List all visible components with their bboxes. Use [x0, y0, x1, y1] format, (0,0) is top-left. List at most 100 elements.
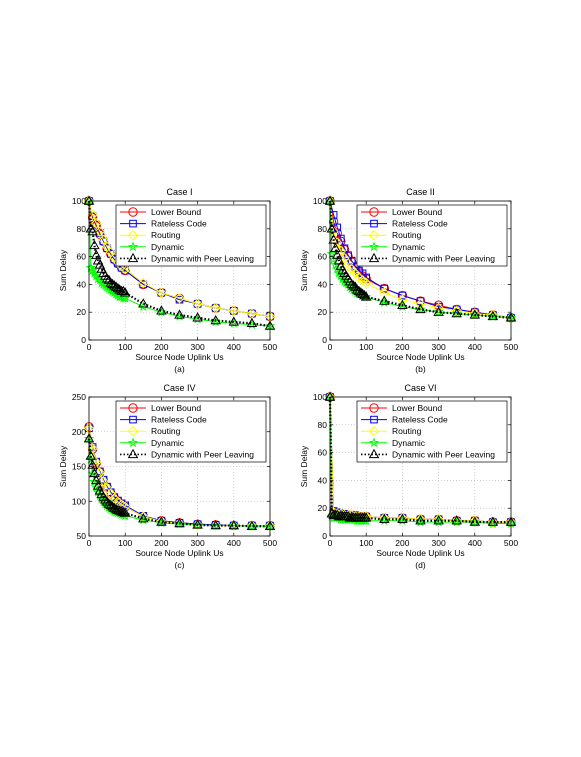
y-axis-label: Sum Delay: [299, 249, 309, 291]
y-tick-label: 60: [318, 252, 328, 262]
data-point-dynamic: [210, 520, 221, 530]
data-point-peer: [109, 280, 120, 290]
data-point-peer: [357, 288, 368, 298]
chart-panel-4: 0 100 200 300 400 500 0 20 40 60 80 100 Case VI Sourc…: [299, 383, 518, 570]
data-point-rateless: [211, 304, 220, 312]
legend-marker-dynamic: [368, 241, 380, 252]
data-point-routing: [138, 511, 149, 522]
y-tick-label: 100: [313, 196, 327, 206]
data-point-peer: [433, 515, 444, 525]
panel-caption: (d): [415, 560, 426, 570]
y-tick-label: 40: [318, 279, 328, 289]
data-point-peer: [156, 516, 167, 526]
data-point-peer: [138, 298, 149, 308]
x-tick-label: 400: [468, 538, 482, 548]
data-point-dynamic: [326, 248, 337, 259]
x-axis-label: Source Node Uplink Us: [376, 548, 464, 558]
y-tick-label: 50: [77, 531, 87, 541]
data-point-peer: [397, 299, 408, 309]
y-tick-label: 0: [81, 335, 86, 345]
data-point-peer: [118, 285, 129, 296]
legend-marker-rateless: [370, 415, 378, 424]
data-point-peer: [192, 519, 203, 529]
series-peer: [324, 391, 517, 526]
data-point-dynamic: [469, 516, 480, 527]
x-tick-label: 0: [328, 538, 333, 548]
data-point-peer: [192, 312, 203, 322]
data-point-peer: [359, 289, 370, 300]
data-point-peer: [110, 281, 122, 291]
x-tick-label: 300: [432, 342, 446, 352]
data-point-peer: [103, 498, 115, 508]
data-point-peer: [107, 501, 118, 511]
legend-label: Dynamic with Peer Leaving: [151, 253, 254, 263]
y-tick-label: 0: [322, 531, 327, 541]
data-point-peer: [118, 506, 129, 517]
x-tick-label: 400: [468, 342, 482, 352]
chart-title: Case II: [406, 187, 435, 197]
data-point-peer: [228, 316, 240, 326]
legend-marker-lower: [128, 207, 138, 217]
legend-marker-peer: [127, 448, 139, 459]
data-point-peer: [346, 278, 357, 289]
data-point-routing: [360, 277, 372, 289]
data-point-routing: [98, 475, 109, 487]
legend-box: [115, 204, 267, 267]
x-tick-label: 100: [118, 342, 132, 352]
legend-marker-rateless: [370, 219, 378, 228]
x-tick-label: 300: [191, 342, 205, 352]
data-point-peer: [487, 516, 499, 526]
y-tick-label: 20: [318, 503, 328, 513]
data-point-peer: [100, 494, 111, 504]
data-point-peer: [451, 307, 462, 318]
data-point-rateless: [398, 291, 407, 300]
data-point-routing: [228, 305, 240, 317]
legend-marker-dynamic: [127, 241, 139, 252]
series-peer: [83, 433, 276, 530]
data-point-peer: [107, 278, 118, 289]
legend-label: Dynamic: [392, 438, 426, 448]
legend-marker-routing: [127, 425, 139, 437]
data-point-peer: [328, 234, 339, 244]
data-point-dynamic: [433, 306, 444, 317]
legend-label: Rateless Code: [392, 415, 448, 425]
y-tick-label: 150: [72, 462, 86, 472]
data-point-peer: [174, 309, 185, 319]
y-tick-label: 40: [318, 475, 328, 485]
data-point-peer: [210, 519, 221, 530]
data-point-peer: [330, 242, 341, 252]
y-tick-label: 80: [318, 224, 328, 234]
x-tick-label: 500: [263, 538, 277, 548]
data-point-rateless: [193, 300, 202, 308]
chart-title: Case VI: [404, 383, 436, 393]
x-tick-label: 0: [87, 342, 92, 352]
data-point-peer: [353, 285, 365, 296]
data-point-routing: [451, 515, 462, 526]
series-peer: [83, 195, 276, 330]
y-tick-label: 20: [77, 307, 87, 317]
legend-label: Rateless Code: [392, 219, 448, 229]
legend-label: Dynamic: [151, 438, 185, 448]
legend-label: Rateless Code: [151, 415, 207, 425]
data-point-peer: [101, 496, 113, 506]
legend-label: Dynamic: [392, 242, 426, 252]
data-point-dynamic: [332, 263, 343, 274]
data-point-dynamic: [192, 519, 203, 530]
x-tick-label: 500: [504, 538, 518, 548]
x-tick-label: 0: [328, 342, 333, 352]
x-axis-label: Source Node Uplink Us: [135, 352, 223, 362]
legend-label: Lower Bound: [151, 207, 201, 217]
data-point-dynamic: [415, 304, 426, 314]
data-point-peer: [89, 467, 100, 478]
y-tick-label: 60: [318, 448, 328, 458]
x-tick-label: 300: [432, 538, 446, 548]
legend-marker-lower: [369, 207, 379, 217]
x-tick-label: 200: [395, 342, 409, 352]
legend-label: Dynamic with Peer Leaving: [392, 253, 495, 263]
data-point-peer: [469, 309, 481, 319]
series-line-peer: [87, 438, 270, 528]
data-point-routing: [91, 218, 102, 229]
data-point-routing: [98, 234, 109, 246]
y-tick-label: 100: [313, 392, 327, 402]
